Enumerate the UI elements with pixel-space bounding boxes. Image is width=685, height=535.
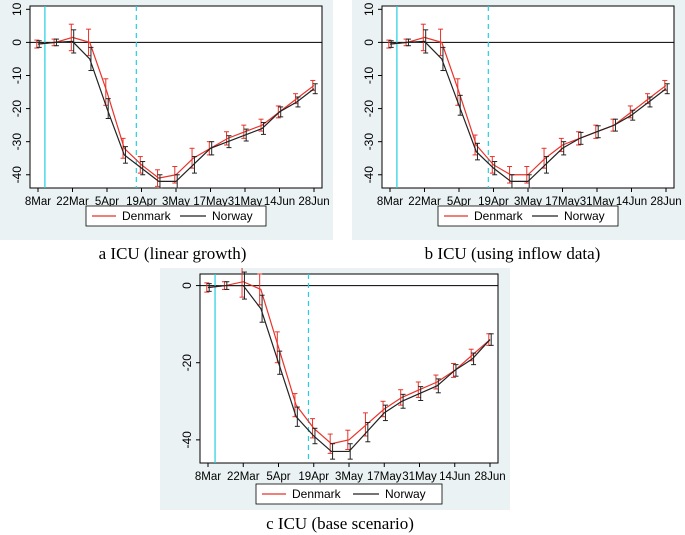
x-tick-label: 22Mar xyxy=(408,196,441,208)
chart-panel-a: 10 0 -10 -20 -30 -40 8Mar 22Mar 5Apr 19Apr 3May 17M… xyxy=(0,0,333,240)
x-tick-label: 28Jun xyxy=(650,196,681,208)
plot-area xyxy=(29,5,323,189)
legend: Denmark Norway xyxy=(437,205,619,227)
legend-label-norway: Norway xyxy=(212,209,253,223)
y-tick-label: -20 xyxy=(180,354,194,372)
legend: Denmark Norway xyxy=(85,205,267,227)
denmark-line xyxy=(207,281,491,445)
x-tick-label: 28Jun xyxy=(474,471,505,483)
y-tick-label: 10 xyxy=(10,2,24,16)
x-tick-label: 3May xyxy=(335,471,363,483)
norway-line xyxy=(37,40,315,182)
caption-a: a ICU (linear growth) xyxy=(98,244,247,263)
x-tick-label: 8Mar xyxy=(25,196,51,208)
x-tick-label: 19Apr xyxy=(298,471,329,483)
x-tick-label: 3May xyxy=(162,196,190,208)
y-tick-label: 0 xyxy=(180,282,194,289)
legend-label-norway: Norway xyxy=(385,487,426,501)
y-tick-label: -20 xyxy=(10,100,24,118)
series-norway xyxy=(36,29,318,189)
legend-label-norway: Norway xyxy=(564,209,605,223)
legend-box xyxy=(85,205,267,227)
chart-svg: 0 -20 -40 8Mar 22Mar 5Apr 19Apr 3May 17May 31May 1… xyxy=(160,268,510,510)
x-tick-label: 19Apr xyxy=(126,196,157,208)
y-tick-label: -20 xyxy=(362,100,376,118)
x-tick-label: 31May xyxy=(402,471,437,483)
y-tick-label: 0 xyxy=(10,39,24,46)
x-tick-label: 8Mar xyxy=(195,471,221,483)
caption-b: b ICU (using inflow data) xyxy=(424,244,601,263)
x-tick-label: 31May xyxy=(580,196,615,208)
y-tick-label: -30 xyxy=(362,133,376,151)
legend-label-denmark: Denmark xyxy=(122,209,172,223)
x-tick-label: 14Jun xyxy=(616,196,647,208)
plot-area xyxy=(199,273,499,464)
x-tick-label: 22Mar xyxy=(56,196,89,208)
series-norway xyxy=(388,29,670,189)
legend-box xyxy=(255,483,443,505)
x-tick-label: 22Mar xyxy=(227,471,260,483)
x-tick-label: 19Apr xyxy=(478,196,509,208)
x-tick-label: 17May xyxy=(545,196,580,208)
legend-label-denmark: Denmark xyxy=(292,487,342,501)
chart-panel-b: 10 0 -10 -20 -30 -40 8Mar 22Mar 5Apr 19Apr 3May 17M… xyxy=(352,0,685,240)
y-tick-label: -40 xyxy=(180,431,194,449)
y-tick-label: -30 xyxy=(10,133,24,151)
x-tick-label: 14Jun xyxy=(439,471,470,483)
x-tick-label: 5Apr xyxy=(266,471,290,483)
chart-panel-c: 0 -20 -40 8Mar 22Mar 5Apr 19Apr 3May 17May 31May 1… xyxy=(160,268,510,510)
x-tick-label: 31May xyxy=(228,196,263,208)
x-tick-label: 5Apr xyxy=(95,196,119,208)
y-tick-label: 10 xyxy=(362,2,376,16)
series-norway xyxy=(206,271,494,460)
norway-line xyxy=(389,40,667,182)
y-tick-label: 0 xyxy=(362,39,376,46)
y-tick-label: -40 xyxy=(10,166,24,184)
x-tick-label: 17May xyxy=(193,196,228,208)
x-tick-label: 17May xyxy=(367,471,402,483)
legend: Denmark Norway xyxy=(255,483,443,505)
x-tick-label: 3May xyxy=(514,196,542,208)
y-tick-label: -10 xyxy=(10,66,24,84)
y-tick-label: -40 xyxy=(362,166,376,184)
legend-label-denmark: Denmark xyxy=(474,209,524,223)
x-tick-label: 28Jun xyxy=(298,196,329,208)
norway-line xyxy=(207,284,491,453)
caption-c: c ICU (base scenario) xyxy=(266,514,414,533)
x-tick-label: 8Mar xyxy=(377,196,403,208)
x-tick-label: 5Apr xyxy=(447,196,471,208)
x-tick-label: 14Jun xyxy=(264,196,295,208)
plot-area xyxy=(381,5,675,189)
y-tick-label: -10 xyxy=(362,66,376,84)
legend-box xyxy=(437,205,619,227)
